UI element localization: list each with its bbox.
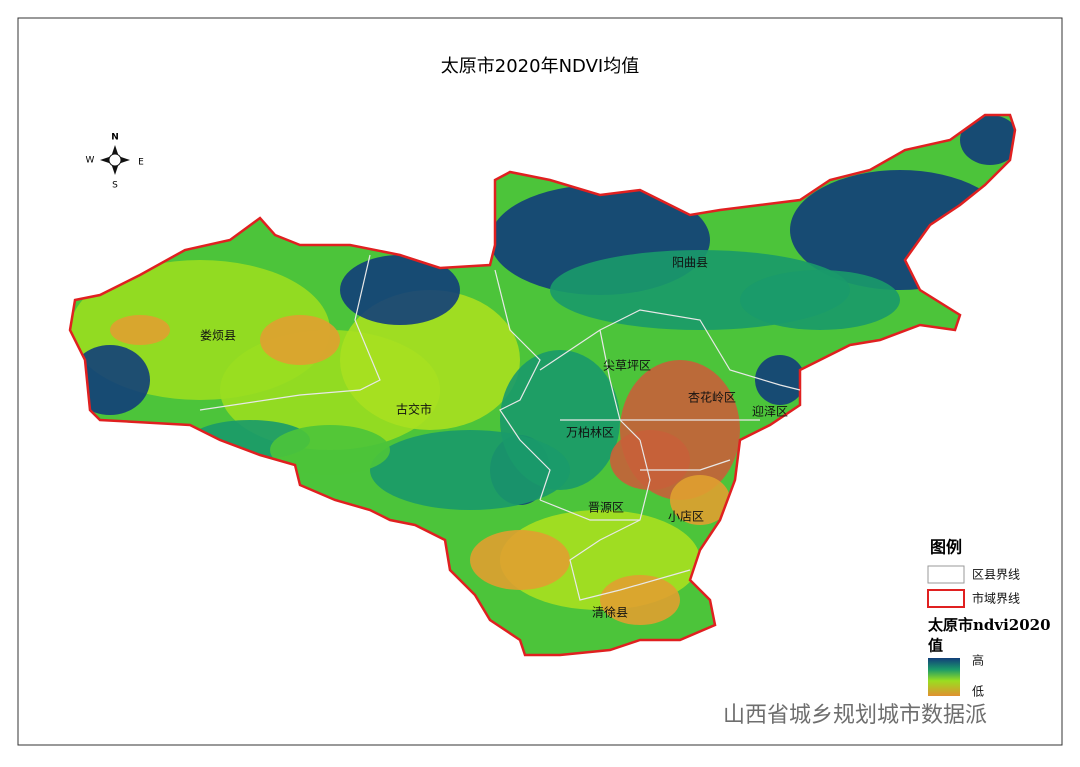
district-label: 小店区 <box>668 510 704 524</box>
legend-item: 区县界线 <box>972 568 1020 582</box>
legend-raster-title: 太原市ndvi2020 <box>928 616 1051 634</box>
compass: N S W E <box>86 133 145 191</box>
compass-s: S <box>112 181 118 191</box>
raster-patch <box>340 255 460 325</box>
city-boundary <box>68 113 1017 657</box>
legend-raster-subtitle: 值 <box>928 637 943 655</box>
legend-swatch <box>927 565 965 584</box>
raster-patch <box>960 115 1015 165</box>
compass-center <box>108 153 122 167</box>
district-boundary <box>569 439 691 601</box>
watermark: 山西省城乡规划城市数据派 <box>723 703 987 728</box>
raster-patch <box>270 425 390 475</box>
raster-patch <box>110 315 170 345</box>
district-boundary <box>640 459 731 471</box>
ndvi-raster <box>70 115 1015 655</box>
raster-patch <box>470 530 570 590</box>
legend-high: 高 <box>972 653 984 668</box>
map-title: 太原市2020年NDVI均值 <box>441 56 639 77</box>
legend: 图例 区县界线 市域界线 太原市ndvi2020 值 高 低 <box>927 538 1051 699</box>
raster-patch <box>340 290 520 430</box>
district-lines <box>199 254 801 601</box>
district-boundary <box>599 329 641 441</box>
legend-low: 低 <box>972 685 984 699</box>
legend-title: 图例 <box>930 538 962 557</box>
raster-patch <box>610 430 690 490</box>
district-label: 娄烦县 <box>200 328 236 343</box>
raster-patch <box>670 475 730 525</box>
district-boundary <box>494 269 551 501</box>
district-label: 清徐县 <box>592 605 628 620</box>
raster-patch <box>755 355 805 405</box>
district-label: 晋源区 <box>588 501 624 515</box>
district-label: 尖草坪区 <box>603 359 651 373</box>
raster-patch <box>600 575 680 625</box>
district-boundary <box>199 254 381 411</box>
compass-n: N <box>111 133 119 143</box>
district-label: 阳曲县 <box>672 256 708 270</box>
district-label: 迎泽区 <box>752 405 788 419</box>
compass-w: W <box>86 156 95 166</box>
district-label: 万柏林区 <box>566 425 614 440</box>
legend-swatch <box>927 589 965 608</box>
raster-patch <box>260 315 340 365</box>
legend-ramp <box>928 658 960 696</box>
compass-e: E <box>138 158 144 168</box>
raster-patch <box>740 270 900 330</box>
district-label: 古交市 <box>396 402 432 417</box>
map-frame <box>17 17 1063 746</box>
raster-patch <box>370 430 570 510</box>
legend-item: 市域界线 <box>972 591 1020 606</box>
district-boundary <box>539 499 640 521</box>
district-label: 杏花岭区 <box>688 390 736 405</box>
